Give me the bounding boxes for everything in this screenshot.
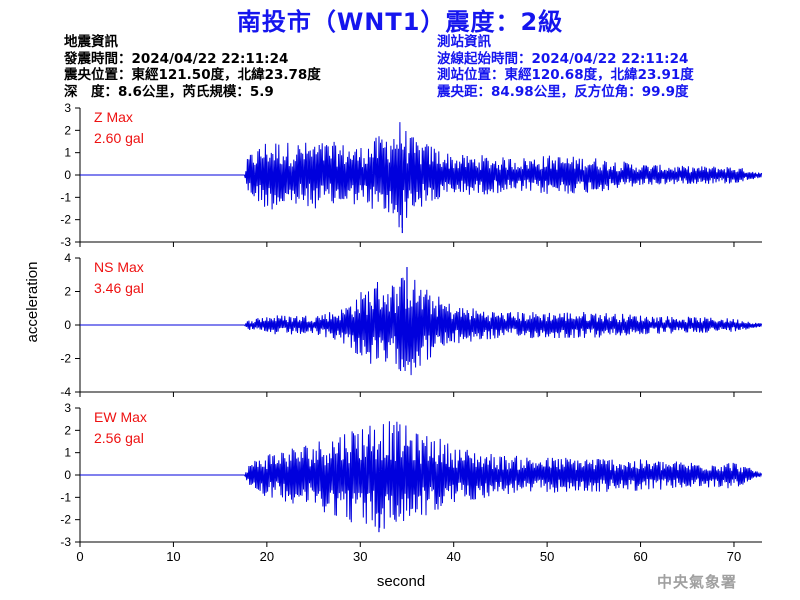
ew-y-tick-label: -1 [60, 490, 71, 504]
station-info-heading: 測站資訊 [437, 34, 491, 50]
x-tick-label: 10 [166, 549, 180, 564]
x-tick-label: 40 [446, 549, 460, 564]
z-waveform-trace [80, 122, 763, 228]
z-max-value: 2.60 gal [94, 130, 144, 146]
origin-time: 發震時間：2024/04/22 22:11:24 [64, 50, 289, 67]
ew-waveform-trace [80, 421, 763, 529]
epicenter-location: 震央位置：東經121.50度，北緯23.78度 [64, 67, 321, 83]
z-y-tick-label: 1 [64, 146, 71, 160]
z-y-tick-label: 3 [64, 101, 71, 115]
z-y-tick-label: -2 [60, 213, 71, 227]
y-axis-title: acceleration [24, 262, 41, 343]
page-title: 南投市（WNT1）震度：2級 [236, 8, 564, 36]
ns-y-tick-label: 2 [64, 285, 71, 299]
epicentral-distance: 震央距：84.98公里，反方位角：99.9度 [437, 83, 689, 100]
x-tick-label: 70 [727, 549, 741, 564]
z-y-tick-label: 2 [64, 123, 71, 137]
ew-y-tick-label: -3 [60, 535, 71, 549]
event-info-heading: 地震資訊 [64, 34, 118, 50]
ew-y-tick-label: 2 [64, 423, 71, 437]
x-tick-label: 50 [540, 549, 554, 564]
wave-start-time: 波線起始時間：2024/04/22 22:11:24 [437, 50, 689, 67]
ns-max-value: 3.46 gal [94, 280, 144, 296]
agency-watermark: 中央氣象署 [657, 573, 738, 591]
depth-magnitude: 深 度：8.6公里，芮氏規模：5.9 [64, 83, 274, 100]
event-info-block: 地震資訊 發震時間：2024/04/22 22:11:24 震央位置：東經121… [64, 34, 321, 100]
ew-y-tick-label: -2 [60, 513, 71, 527]
z-max-label: Z Max [94, 109, 133, 125]
z-y-tick-label: -1 [60, 190, 71, 204]
x-tick-label: 20 [260, 549, 274, 564]
station-location: 測站位置：東經120.68度，北緯23.91度 [437, 67, 694, 83]
x-tick-label: 0 [76, 549, 83, 564]
x-tick-label: 60 [633, 549, 647, 564]
ns-y-tick-label: -4 [60, 385, 71, 399]
ew-max-value: 2.56 gal [94, 430, 144, 446]
ns-y-tick-label: -2 [60, 352, 71, 366]
station-info-block: 測站資訊 波線起始時間：2024/04/22 22:11:24 測站位置：東經1… [437, 34, 694, 100]
ew-y-tick-label: 3 [64, 401, 71, 415]
ns-y-tick-label: 0 [64, 318, 71, 332]
ew-y-tick-label: 1 [64, 446, 71, 460]
z-y-tick-label: 0 [64, 168, 71, 182]
ns-y-tick-label: 4 [64, 251, 71, 265]
ns-waveform-trace [80, 277, 763, 376]
ew-y-tick-label: 0 [64, 468, 71, 482]
x-tick-label: 30 [353, 549, 367, 564]
x-axis-title: second [377, 573, 425, 590]
z-y-tick-label: -3 [60, 235, 71, 249]
ew-max-label: EW Max [94, 409, 147, 425]
ns-max-label: NS Max [94, 259, 144, 275]
